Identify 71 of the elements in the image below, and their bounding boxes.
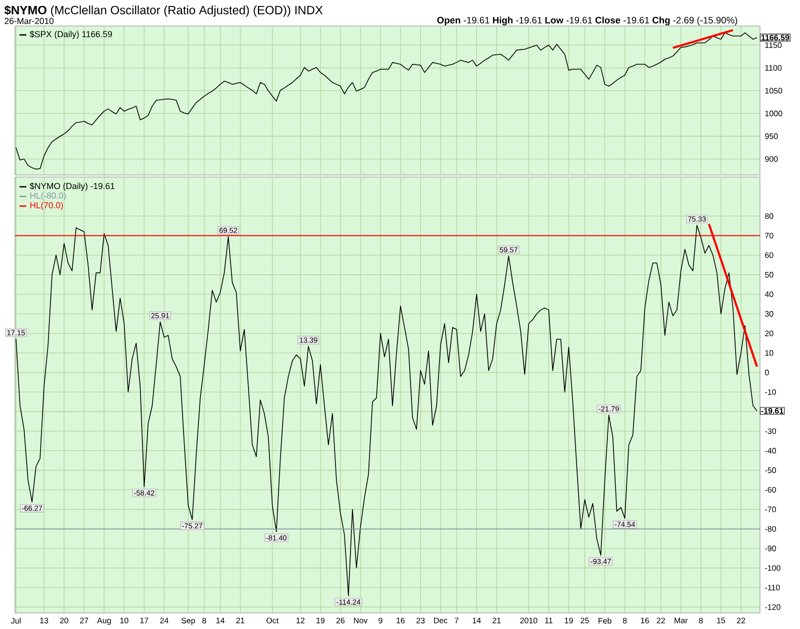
x-tick-label: 8: [699, 618, 703, 624]
y-tick-label: 1100: [765, 64, 782, 71]
x-tick-label: Sep: [181, 618, 196, 625]
x-tick-label: 22: [736, 618, 746, 624]
y-tick-label: 10: [765, 350, 774, 356]
text: 26-Mar-2010: [4, 18, 54, 24]
x-tick-label: 26: [336, 618, 345, 624]
y-tick-label: 1050: [765, 88, 782, 94]
x-tick-label: 14: [216, 618, 225, 624]
y-tick-label: -70: [765, 506, 776, 512]
x-tick-label: 15: [717, 618, 726, 624]
y-tick-label: 70: [765, 232, 774, 238]
x-tick-label: 8: [202, 618, 206, 624]
y-tick-label: -10: [765, 389, 776, 395]
y-tick-label: -110: [765, 584, 780, 590]
x-tick-label: 16: [396, 618, 405, 624]
y-tick-label: -80: [765, 526, 776, 532]
x-tick-label: 19: [316, 618, 324, 624]
x-tick-label: 20: [60, 618, 68, 624]
x-tick-label: Jul: [11, 617, 21, 624]
y-tick-label: 20: [765, 330, 774, 336]
y-tick-label: -120: [765, 604, 780, 610]
y-tick-label: 60: [765, 252, 774, 258]
x-tick-label: 24: [160, 618, 168, 624]
y-tick-label: -50: [765, 467, 776, 473]
x-tick-label: 23: [416, 618, 425, 624]
text: -19.61: [761, 408, 784, 414]
x-tick-label: 7: [454, 618, 458, 624]
x-tick-label: 25: [580, 618, 589, 624]
x-tick-label: 21: [492, 618, 501, 624]
y-tick-label: -60: [765, 486, 776, 492]
y-tick-label: 50: [765, 272, 774, 278]
y-tick-label: -100: [765, 565, 780, 571]
chart-title: $NYMO (McClellan Oscillator (Ratio Adjusted) (EOD)) INDX: [4, 5, 323, 17]
legend-label: $NYMO (Daily) -19.61: [30, 182, 114, 191]
legend-label: HL(-80.0): [30, 192, 66, 200]
x-tick-label: Nov: [354, 618, 368, 624]
y-tick-label: 1000: [765, 110, 782, 116]
x-tick-label: 17: [140, 618, 148, 624]
x-tick-label: Dec: [434, 618, 448, 624]
y-tick-label: 80: [765, 213, 774, 219]
x-tick-label: 27: [80, 618, 88, 624]
y-tick-label: 0: [765, 369, 769, 376]
x-tick-label: 2010: [520, 618, 538, 624]
x-tick-label: Feb: [598, 617, 612, 624]
y-tick-label: -30: [765, 428, 776, 434]
legend-label: $SPX (Daily) 1166.59: [30, 30, 112, 39]
x-tick-label: 22: [656, 618, 665, 624]
x-tick-label: 10: [120, 618, 128, 624]
y-tick-label: 900: [765, 156, 778, 162]
text: Open -19.61 High -19.61 Low -19.61 Close -19.61 Chg -2.69 (-15.90%): [437, 16, 738, 26]
x-tick-label: Oct: [266, 618, 279, 624]
y-tick-label: -90: [765, 545, 776, 552]
x-tick-label: 13: [40, 618, 48, 624]
x-tick-label: Aug: [97, 618, 111, 625]
text: 1166.59: [761, 34, 790, 40]
x-tick-label: 11: [545, 618, 552, 624]
legend-label: HL(70.0): [30, 202, 63, 210]
y-tick-label: 40: [764, 291, 774, 297]
x-tick-label: 19: [564, 618, 573, 624]
y-tick-label: 30: [765, 310, 774, 317]
y-tick-label: 950: [765, 133, 778, 139]
x-tick-label: 21: [236, 618, 244, 624]
y-tick-label: 1150: [765, 42, 782, 48]
x-tick-label: 14: [472, 618, 481, 624]
x-tick-label: 16: [641, 618, 649, 624]
x-tick-label: Mar: [674, 618, 688, 624]
y-tick-label: -40: [765, 448, 776, 454]
x-tick-label: 12: [296, 618, 304, 624]
x-tick-label: 8: [622, 618, 627, 624]
x-tick-label: 9: [378, 618, 382, 624]
